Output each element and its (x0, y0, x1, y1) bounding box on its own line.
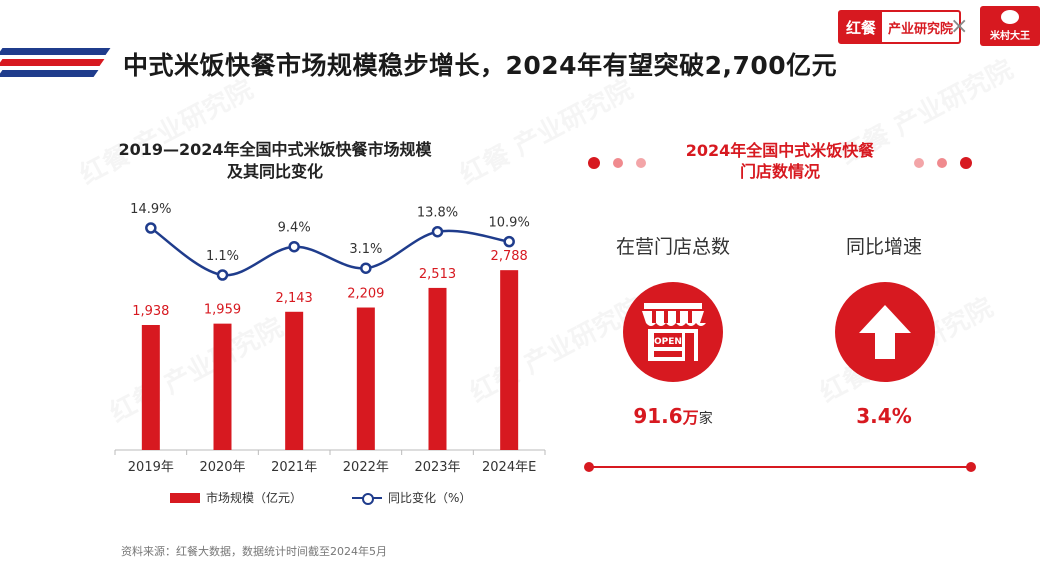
bar (285, 311, 304, 450)
stores-label: 在营门店总数 (615, 236, 730, 258)
deco-dot (937, 158, 947, 168)
mascot-icon (1001, 10, 1019, 24)
bar-value-label: 1,938 (132, 304, 169, 319)
line-point (288, 240, 300, 253)
deco-dot (588, 157, 600, 169)
x-tick-label: 2024年E (482, 460, 536, 475)
legend-line-label: 同比变化（%） (388, 491, 472, 505)
hongcan-logo: 红餐 产业研究院 (838, 10, 962, 44)
bar-value-label: 2,209 (347, 287, 384, 302)
bar (500, 270, 519, 450)
line-point (216, 269, 229, 281)
arrow-up-icon (835, 282, 935, 382)
partner-logo: 米村大王 (980, 6, 1040, 46)
growth-label: 同比增速 (845, 236, 922, 258)
x-tick-label: 2023年 (414, 460, 460, 475)
x-tick-label: 2021年 (271, 460, 317, 475)
panel-title-line1: 2024年全国中式米饭快餐 (685, 141, 875, 160)
line-value-label: 14.9% (130, 202, 171, 217)
x-tick-label: 2019年 (128, 460, 174, 475)
chart-title: 2019—2024年全国中式米饭快餐市场规模 及其同比变化 (110, 139, 440, 183)
stores-unit2: 家 (698, 411, 713, 427)
legend-bar-swatch (170, 492, 200, 503)
line-point (360, 262, 372, 274)
panel-title-line2: 门店数情况 (739, 162, 820, 181)
legend-line-swatch (352, 492, 382, 505)
bar (141, 324, 160, 450)
line-point (145, 222, 157, 234)
divider-dot (966, 462, 976, 472)
bar-value-label: 2,788 (491, 249, 528, 264)
page-title: 中式米饭快餐市场规模稳步增长，2024年有望突破2,700亿元 (123, 51, 838, 80)
bar-value-label: 1,959 (204, 303, 241, 318)
x-tick-label: 2020年 (199, 460, 245, 475)
logo-separator: × (950, 14, 969, 39)
source-note: 资料来源：红餐大数据，数据统计时间截至2024年5月 (121, 545, 387, 558)
bar (428, 287, 447, 450)
bar (213, 323, 232, 450)
line-value-label: 3.1% (349, 242, 382, 257)
line-value-label: 1.1% (206, 249, 239, 264)
line-point (503, 235, 515, 248)
panel-divider (588, 466, 972, 468)
growth-value: 3.4% (856, 404, 912, 428)
line-value-label: 10.9% (489, 216, 530, 231)
deco-dot (613, 158, 623, 168)
divider-dot (584, 462, 594, 472)
stores-unit: 万 (682, 408, 699, 427)
chart-title-line1: 2019—2024年全国中式米饭快餐市场规模 (118, 140, 432, 159)
logo-institute: 产业研究院 (888, 21, 954, 37)
line-value-label: 13.8% (417, 206, 458, 221)
x-tick-label: 2022年 (343, 460, 389, 475)
chart-title-line2: 及其同比变化 (226, 162, 323, 181)
partner-logo-text: 米村大王 (990, 31, 1030, 42)
deco-dot (914, 158, 924, 168)
panel-title: 2024年全国中式米饭快餐 门店数情况 (640, 140, 920, 182)
line-point (431, 225, 444, 238)
storefront-icon: OPEN (623, 282, 723, 382)
legend-bar-item: 市场规模（亿元） (170, 489, 302, 506)
stores-number: 91.6 (633, 404, 683, 428)
deco-dot (636, 158, 646, 168)
legend-bar-label: 市场规模（亿元） (206, 491, 303, 505)
deco-dot (960, 157, 972, 169)
legend-line-item: 同比变化（%） (352, 489, 471, 506)
bar-value-label: 2,143 (276, 291, 313, 306)
bar (356, 307, 375, 450)
stores-value: 91.6万家 (593, 404, 753, 428)
open-sign: OPEN (654, 337, 682, 347)
line-value-label: 9.4% (278, 221, 311, 236)
logo-brand: 红餐 (840, 12, 883, 42)
bar-value-label: 2,513 (419, 267, 456, 282)
